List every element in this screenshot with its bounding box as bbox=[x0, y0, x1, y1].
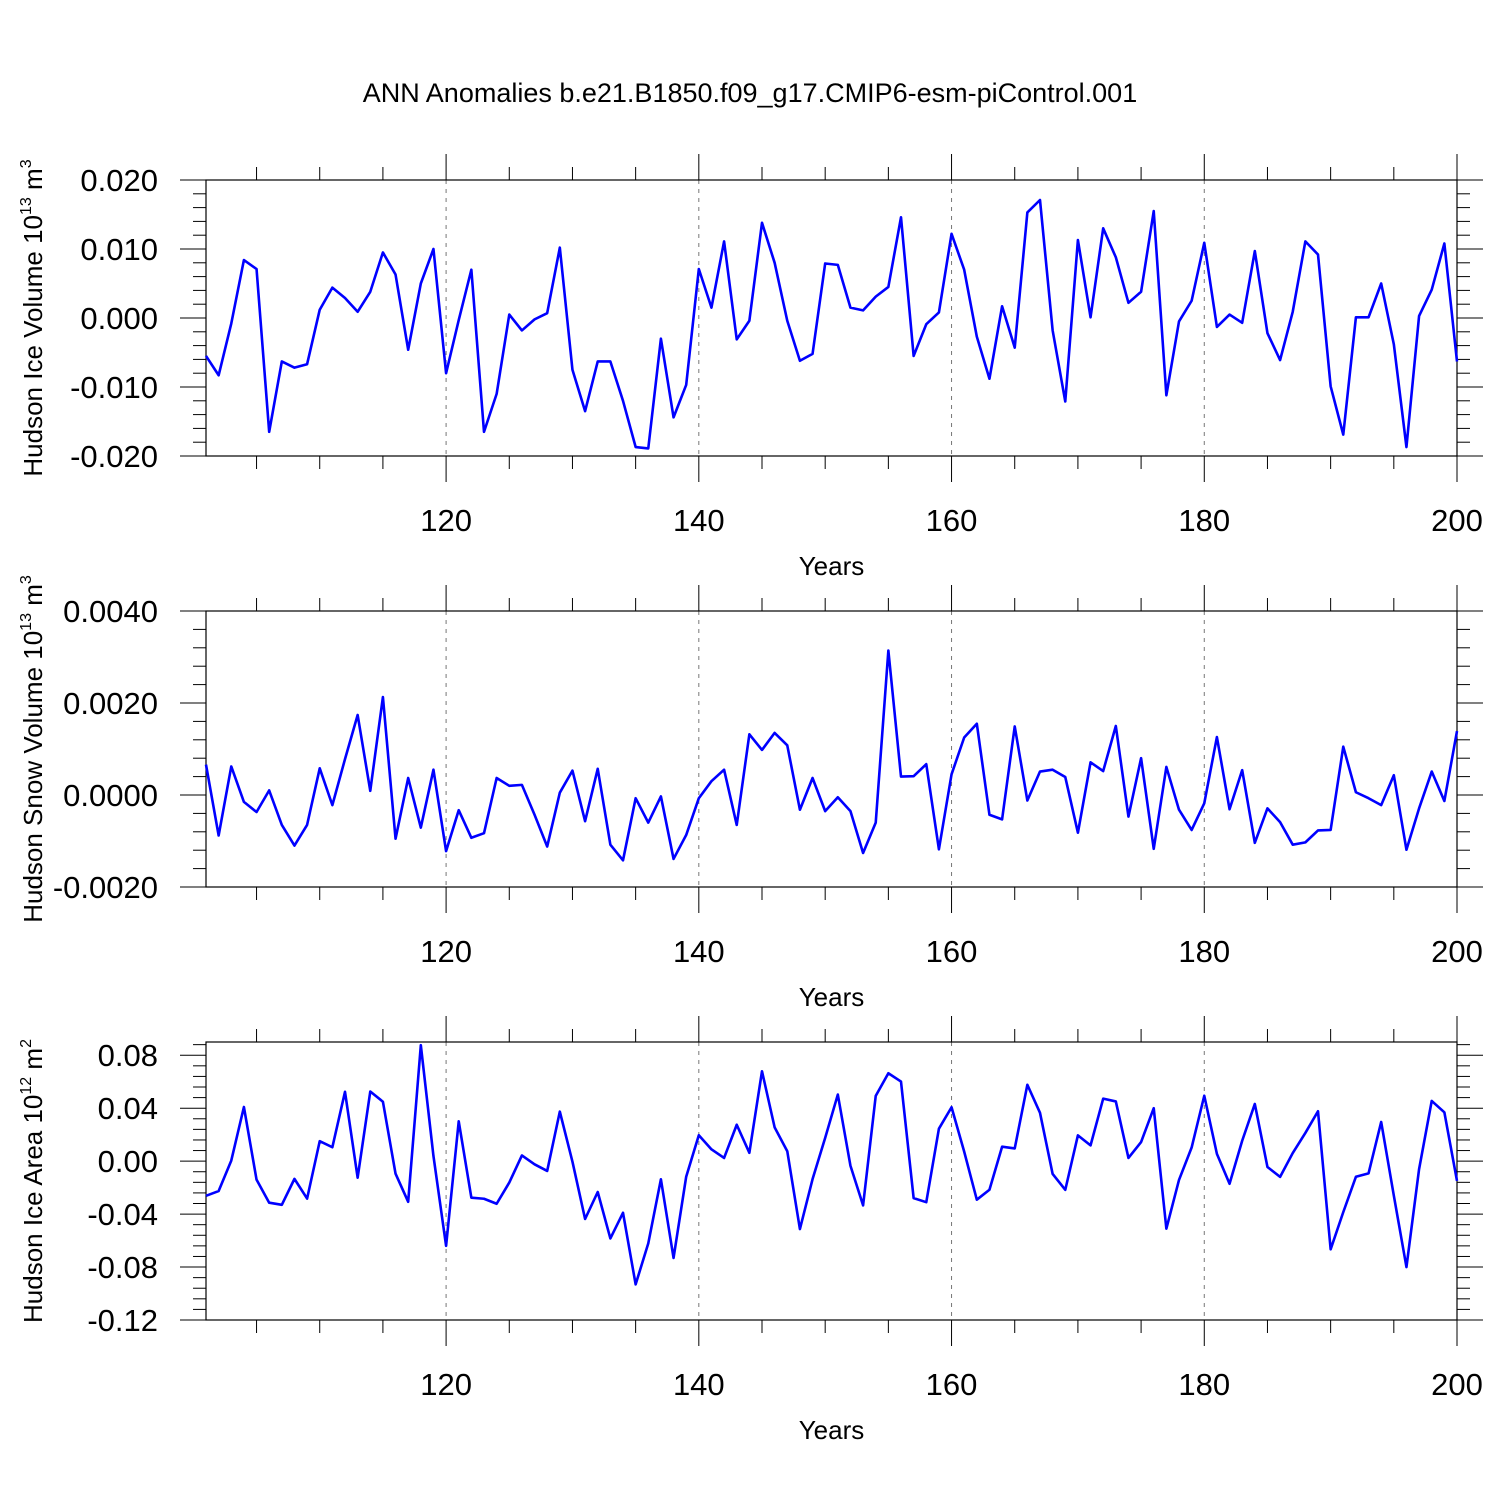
y-axis-label-exponent: 13 bbox=[18, 197, 35, 215]
series-line bbox=[204, 198, 1459, 450]
x-tick-label: 160 bbox=[926, 1367, 978, 1402]
y-axis-label-exponent: 12 bbox=[18, 1077, 35, 1095]
y-axis-label-unit: m bbox=[18, 168, 48, 197]
y-tick-label: -0.04 bbox=[87, 1197, 158, 1232]
y-axis-label-unit-exponent: 2 bbox=[18, 1039, 35, 1048]
y-tick-label: -0.08 bbox=[87, 1250, 158, 1285]
y-tick-label: -0.12 bbox=[87, 1303, 158, 1338]
y-axis-label: Hudson Ice Volume 1013 m3 bbox=[18, 159, 48, 476]
y-axis-label-unit-exponent: 3 bbox=[18, 159, 35, 168]
y-tick-label: -0.0020 bbox=[53, 870, 158, 905]
panel-ice-area: -0.12 -0.08 -0.04 0.00 0.04 0.08 120 140 160 180 2… bbox=[18, 1016, 1483, 1445]
x-tick-label: 160 bbox=[926, 934, 978, 969]
x-tick-label: 120 bbox=[420, 503, 472, 538]
y-tick-label: 0.0000 bbox=[63, 778, 158, 813]
x-tick-label: 140 bbox=[673, 934, 725, 969]
y-axis-label-main: Hudson Ice Volume 10 bbox=[18, 215, 48, 477]
x-tick-label: 180 bbox=[1178, 503, 1230, 538]
y-axis-label: Hudson Ice Area 1012 m2 bbox=[18, 1039, 48, 1323]
panel-ice-volume: -0.020 -0.010 0.000 0.010 0.020 120 140 160 180 2… bbox=[18, 154, 1483, 581]
x-tick-label: 160 bbox=[926, 503, 978, 538]
y-axis-label: Hudson Snow Volume 1013 m3 bbox=[18, 575, 48, 923]
x-tick-label: 120 bbox=[420, 1367, 472, 1402]
y-axis-label-unit: m bbox=[18, 584, 48, 613]
figure-title: ANN Anomalies b.e21.B1850.f09_g17.CMIP6-… bbox=[362, 78, 1138, 108]
y-axis-label-unit: m bbox=[18, 1048, 48, 1077]
plot-frame bbox=[205, 610, 1458, 888]
y-axis-label-exponent: 13 bbox=[18, 613, 35, 631]
plot-frame bbox=[205, 179, 1458, 457]
x-axis-label: Years bbox=[799, 982, 865, 1012]
x-tick-label: 120 bbox=[420, 934, 472, 969]
y-tick-label: 0.0020 bbox=[63, 686, 158, 721]
y-tick-label: 0.020 bbox=[80, 163, 158, 198]
y-axis-label-main: Hudson Snow Volume 10 bbox=[18, 631, 48, 923]
series-line bbox=[205, 1043, 1459, 1286]
y-tick-label: 0.010 bbox=[80, 232, 158, 267]
x-tick-label: 200 bbox=[1431, 503, 1483, 538]
series-line bbox=[204, 649, 1459, 862]
y-axis-label-main: Hudson Ice Area 10 bbox=[18, 1095, 48, 1323]
y-tick-label: 0.04 bbox=[98, 1091, 158, 1126]
y-tick-label: 0.0040 bbox=[63, 594, 158, 629]
y-tick-label: 0.08 bbox=[98, 1038, 158, 1073]
x-axis-label: Years bbox=[799, 1415, 865, 1445]
plot-frame bbox=[205, 1041, 1458, 1321]
x-tick-label: 180 bbox=[1178, 1367, 1230, 1402]
x-tick-label: 140 bbox=[673, 503, 725, 538]
x-axis-label: Years bbox=[799, 551, 865, 581]
x-tick-label: 180 bbox=[1178, 934, 1230, 969]
y-tick-label: -0.020 bbox=[70, 439, 158, 474]
panel-snow-volume: -0.0020 0.0000 0.0020 0.0040 120 140 160 180 200… bbox=[18, 575, 1483, 1012]
y-tick-label: -0.010 bbox=[70, 370, 158, 405]
x-tick-label: 140 bbox=[673, 1367, 725, 1402]
y-tick-label: 0.00 bbox=[98, 1144, 158, 1179]
y-axis-label-unit-exponent: 3 bbox=[18, 575, 35, 584]
y-tick-label: 0.000 bbox=[80, 301, 158, 336]
x-tick-label: 200 bbox=[1431, 934, 1483, 969]
x-tick-label: 200 bbox=[1431, 1367, 1483, 1402]
